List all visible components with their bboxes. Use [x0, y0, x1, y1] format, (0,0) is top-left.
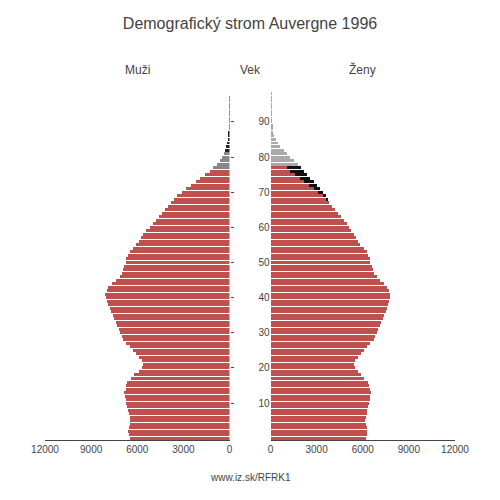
- svg-text:10: 10: [258, 398, 270, 409]
- svg-text:Demografický strom Auvergne 19: Demografický strom Auvergne 1996: [123, 15, 377, 32]
- svg-text:50: 50: [258, 257, 270, 268]
- svg-text:3000: 3000: [172, 444, 195, 455]
- svg-text:0: 0: [268, 444, 274, 455]
- svg-text:70: 70: [258, 187, 270, 198]
- svg-text:40: 40: [258, 292, 270, 303]
- svg-text:20: 20: [258, 362, 270, 373]
- svg-text:80: 80: [258, 152, 270, 163]
- svg-text:9000: 9000: [398, 444, 421, 455]
- svg-text:90: 90: [258, 116, 270, 127]
- svg-text:Muži: Muži: [125, 63, 150, 77]
- svg-text:12000: 12000: [441, 444, 469, 455]
- svg-text:12000: 12000: [31, 444, 59, 455]
- svg-text:6000: 6000: [126, 444, 149, 455]
- svg-text:6000: 6000: [352, 444, 375, 455]
- svg-text:30: 30: [258, 327, 270, 338]
- svg-text:60: 60: [258, 222, 270, 233]
- svg-text:3000: 3000: [305, 444, 328, 455]
- svg-text:Ženy: Ženy: [349, 62, 376, 77]
- svg-text:0: 0: [227, 444, 233, 455]
- svg-text:Vek: Vek: [240, 63, 261, 77]
- svg-text:www.iz.sk/RFRK1: www.iz.sk/RFRK1: [210, 472, 291, 483]
- svg-text:9000: 9000: [80, 444, 103, 455]
